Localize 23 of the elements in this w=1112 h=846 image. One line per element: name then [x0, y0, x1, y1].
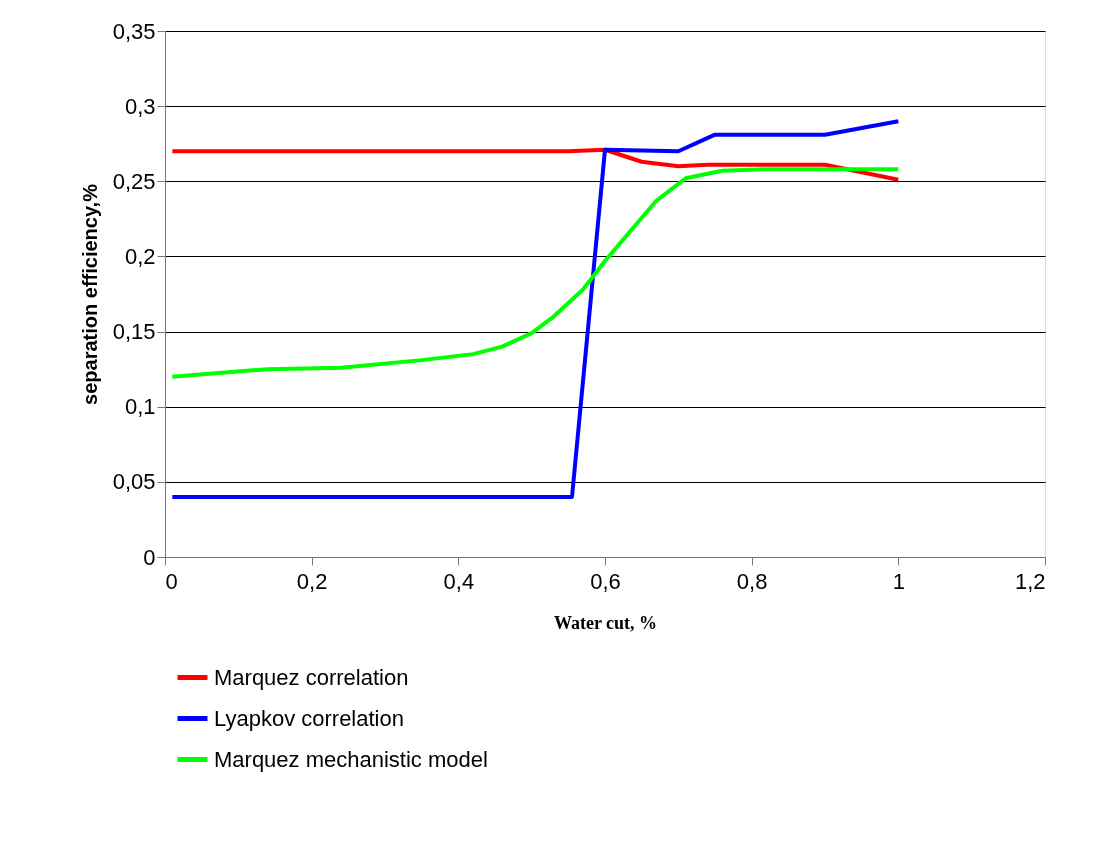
y-tick-label: 0,2 [124, 243, 156, 269]
x-tick-label: 0,6 [590, 568, 621, 594]
line-series [170, 119, 901, 499]
legend-label: Marquez correlation [214, 664, 409, 690]
line-series [170, 147, 901, 182]
y-tick-label: 0,3 [124, 93, 156, 119]
y-tick-label: 0,15 [112, 319, 156, 345]
x-tick-label: 0 [165, 568, 178, 594]
y-axis-title: separation efficiency,% [78, 183, 101, 405]
y-tick-label: 0,1 [124, 394, 156, 420]
line-series [170, 167, 901, 379]
y-tick-label: 0,35 [112, 18, 156, 44]
legend-label: Marquez mechanistic model [214, 746, 488, 772]
x-tick-label: 0,4 [443, 568, 475, 594]
x-tick-label: 0,8 [736, 568, 768, 594]
x-tick-label: 1,2 [1014, 568, 1046, 594]
x-tick-label: 0,2 [296, 568, 328, 594]
x-tick-label: 1 [892, 568, 905, 594]
legend-label: Lyapkov correlation [214, 705, 404, 731]
x-axis-title: Water cut, % [553, 612, 658, 633]
y-tick-label: 0,05 [112, 469, 156, 495]
y-tick-label: 0,25 [112, 168, 156, 194]
y-tick-label: 0 [143, 544, 156, 570]
